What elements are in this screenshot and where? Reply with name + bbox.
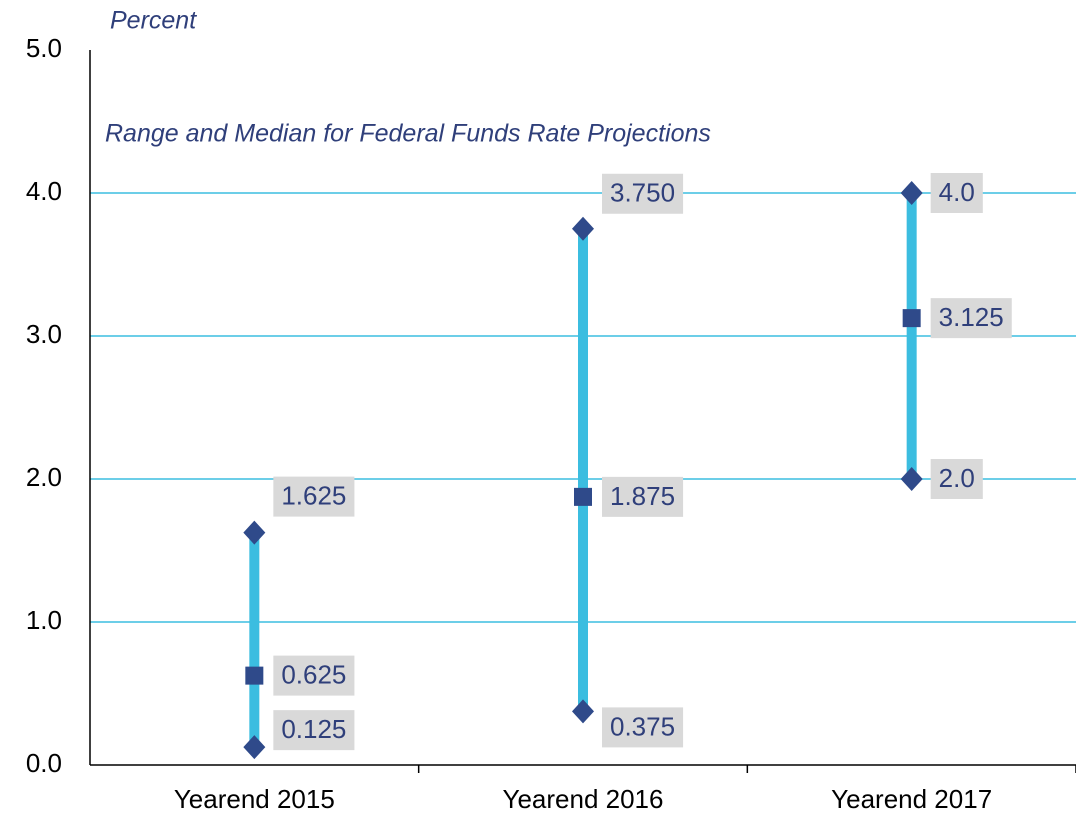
y-tick-label: 2.0 bbox=[26, 462, 62, 492]
value-label: 3.125 bbox=[939, 302, 1004, 332]
range-marker bbox=[900, 181, 923, 205]
value-label: 2.0 bbox=[939, 463, 975, 493]
value-label-box bbox=[602, 173, 684, 214]
value-label-box bbox=[930, 459, 983, 499]
median-marker bbox=[574, 487, 592, 506]
range-bar bbox=[249, 532, 260, 748]
range-marker bbox=[572, 699, 594, 724]
x-tick-label: Yearend 2016 bbox=[503, 784, 664, 814]
value-label-box bbox=[273, 655, 355, 696]
value-label: 0.375 bbox=[610, 711, 675, 741]
y-tick-label: 1.0 bbox=[26, 605, 62, 635]
value-label: 4.0 bbox=[939, 177, 975, 207]
value-label: 1.625 bbox=[281, 481, 346, 511]
value-label-box bbox=[930, 298, 1012, 339]
chart-title: Range and Median for Federal Funds Rate … bbox=[105, 120, 711, 148]
x-tick-label: Yearend 2017 bbox=[831, 784, 992, 814]
value-label-box bbox=[930, 173, 983, 213]
range-marker bbox=[900, 467, 923, 491]
y-axis-label: Percent bbox=[110, 7, 197, 35]
value-label: 1.875 bbox=[610, 481, 675, 511]
median-marker bbox=[245, 666, 264, 685]
x-tick-label: Yearend 2015 bbox=[174, 784, 335, 814]
range-bar bbox=[578, 228, 588, 712]
y-tick-label: 5.0 bbox=[26, 33, 62, 63]
median-marker bbox=[902, 309, 921, 328]
value-label: 3.750 bbox=[610, 178, 675, 208]
y-tick-label: 0.0 bbox=[26, 748, 62, 778]
value-label-box bbox=[273, 476, 355, 517]
value-label-box bbox=[273, 710, 355, 751]
value-label-box bbox=[602, 707, 684, 748]
value-label: 0.125 bbox=[281, 714, 346, 744]
range-bar bbox=[906, 193, 917, 479]
range-marker bbox=[243, 520, 266, 545]
y-tick-label: 3.0 bbox=[26, 319, 62, 349]
value-label: 0.625 bbox=[281, 660, 346, 690]
y-tick-label: 4.0 bbox=[26, 176, 62, 206]
range-marker bbox=[243, 735, 266, 760]
range-marker bbox=[572, 216, 594, 241]
value-label-box bbox=[602, 476, 684, 517]
